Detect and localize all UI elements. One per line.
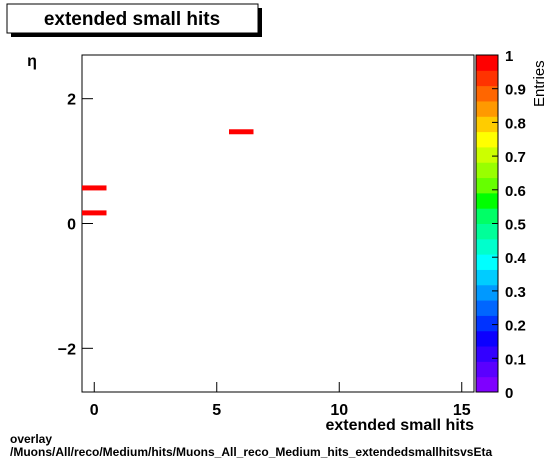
z-tick-label: 0.6 xyxy=(505,183,526,200)
z-tick-label: 0.1 xyxy=(505,351,526,368)
colorbar-band xyxy=(476,192,498,209)
footer-line: /Muons/All/reco/Medium/hits/Muons_All_re… xyxy=(10,445,492,459)
colorbar-band xyxy=(476,376,498,393)
y-tick-label: 2 xyxy=(67,92,76,109)
colorbar-band xyxy=(476,300,498,316)
heatmap-cell xyxy=(229,129,254,135)
x-tick-label: 10 xyxy=(330,402,348,419)
colorbar-band xyxy=(476,85,498,102)
colorbar-band xyxy=(476,284,498,301)
heatmap-cell xyxy=(82,210,107,216)
plot-frame xyxy=(81,54,475,393)
colorbar-band xyxy=(476,269,498,286)
colorbar-band xyxy=(476,100,498,117)
footer-line: overlay xyxy=(10,432,52,446)
x-axis-label: extended small hits xyxy=(326,417,475,434)
colorbar-band xyxy=(476,131,498,148)
z-tick-label: 0.7 xyxy=(505,149,526,166)
colorbar-band xyxy=(476,177,498,194)
z-tick-label: 0.9 xyxy=(505,82,526,99)
z-tick-label: 0.4 xyxy=(505,250,527,267)
z-tick-label: 0.3 xyxy=(505,284,526,301)
colorbar-band xyxy=(476,70,498,87)
x-tick-label: 5 xyxy=(212,402,221,419)
x-tick-label: 15 xyxy=(453,402,471,419)
colorbar-band xyxy=(476,238,498,255)
colorbar-band xyxy=(476,330,498,347)
z-tick-label: 0 xyxy=(505,385,513,402)
heatmap-cell xyxy=(82,185,107,191)
colorbar-band xyxy=(476,146,498,163)
z-tick-label: 1 xyxy=(505,48,513,65)
z-tick-label: 0.8 xyxy=(505,115,526,132)
colorbar-band xyxy=(476,254,498,270)
colorbar-band xyxy=(476,315,498,332)
z-axis-label: Entries xyxy=(531,60,546,107)
y-tick-label: 0 xyxy=(67,217,76,234)
y-axis-label: η xyxy=(27,53,37,70)
colorbar-band xyxy=(476,346,498,362)
title-box xyxy=(6,3,259,34)
colorbar-band xyxy=(476,55,498,71)
colorbar-band xyxy=(476,162,498,179)
colorbar-band xyxy=(476,208,498,224)
z-tick-label: 0.5 xyxy=(505,217,526,234)
colorbar-band xyxy=(476,223,498,240)
colorbar-band xyxy=(476,116,498,133)
y-tick-label: −2 xyxy=(58,341,76,358)
z-tick-label: 0.2 xyxy=(505,318,526,335)
chart-title: extended small hits xyxy=(44,9,220,30)
x-tick-label: 0 xyxy=(90,402,99,419)
colorbar-band xyxy=(476,361,498,378)
